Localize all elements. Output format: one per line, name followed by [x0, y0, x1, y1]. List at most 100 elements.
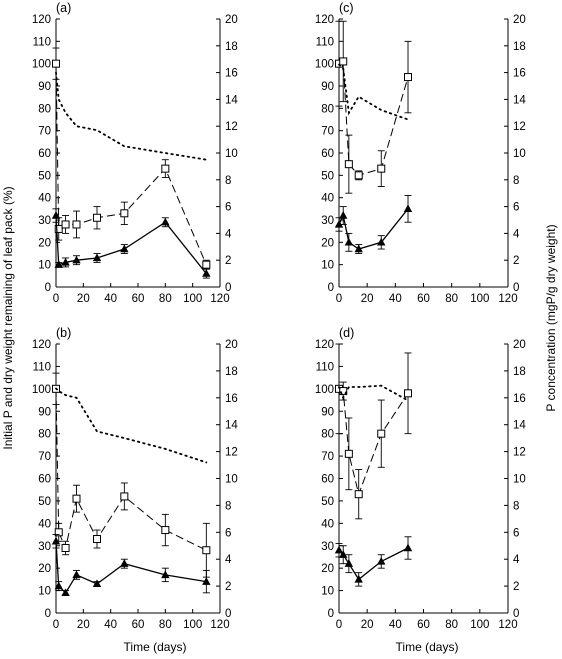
x-tick-label: 80 — [445, 293, 458, 305]
data-point-square — [52, 59, 60, 68]
y-left-tick-label: 50 — [321, 170, 334, 182]
y-left-tick-label: 40 — [38, 518, 51, 530]
y-right-tick-label: 0 — [225, 608, 231, 620]
data-point-triangle — [377, 237, 386, 246]
data-point-square — [54, 224, 63, 233]
data-point-square — [202, 546, 211, 555]
y-left-tick-label: 110 — [33, 36, 51, 48]
data-point-square — [72, 220, 81, 229]
data-point-triangle — [354, 574, 363, 583]
data-point-triangle — [120, 244, 129, 253]
data-point-square — [161, 526, 170, 535]
x-tick-label: 80 — [159, 293, 172, 305]
data-point-triangle — [61, 588, 70, 597]
y-left-tick-label: 80 — [38, 429, 51, 441]
y-right-tick-label: 18 — [513, 41, 526, 53]
data-point-triangle — [92, 253, 102, 262]
data-point-triangle — [354, 244, 363, 253]
x-tick-label: 40 — [389, 619, 402, 631]
data-point-triangle — [51, 536, 61, 545]
data-point-square — [61, 543, 70, 552]
y-right-tick-label: 16 — [513, 393, 526, 405]
panel-label: (b) — [56, 326, 71, 340]
x-tick-label: 120 — [498, 619, 517, 631]
data-point-square — [72, 494, 81, 503]
y-right-tick-label: 4 — [513, 554, 520, 566]
x-tick-label: 20 — [77, 619, 90, 631]
data-point-square — [354, 490, 363, 499]
y-left-tick-label: 40 — [321, 518, 334, 530]
data-point-triangle — [334, 545, 344, 554]
data-point-square — [202, 260, 211, 269]
data-point-triangle — [403, 204, 413, 213]
data-point-triangle — [344, 237, 354, 246]
x-tick-label: 100 — [183, 293, 202, 305]
y-left-tick-label: 100 — [32, 384, 51, 396]
series-line-dashed — [55, 388, 207, 551]
x-tick-label: 0 — [53, 619, 59, 631]
y-right-tick-label: 14 — [513, 420, 526, 432]
y-left-tick-label: 80 — [321, 429, 334, 441]
x-tick-label: 120 — [210, 619, 229, 631]
data-point-square — [404, 389, 413, 398]
data-point-triangle — [54, 260, 63, 268]
y-left-tick-label: 110 — [316, 36, 334, 48]
series-line-dashed — [55, 63, 207, 265]
y-axis-title-left: Initial P and dry weight remaining of le… — [1, 186, 15, 449]
y-left-tick-label: 10 — [321, 260, 334, 272]
data-point-triangle — [334, 219, 344, 228]
panel-label: (d) — [339, 326, 354, 340]
y-left-tick-label: 50 — [38, 496, 51, 508]
x-tick-label: 80 — [159, 619, 172, 631]
y-left-tick-label: 0 — [45, 282, 51, 294]
chart-panel: 0 20 40 60 80 100 1200102030405060708090100110… — [315, 326, 527, 631]
y-right-tick-label: 12 — [513, 447, 526, 459]
data-point-square — [93, 535, 101, 544]
y-left-tick-label: 70 — [38, 451, 51, 463]
y-left-tick-label: 50 — [321, 496, 334, 508]
chart-panel: 0 20 40 60 80 100 1200102030405060708090100110… — [32, 326, 239, 631]
y-right-tick-label: 10 — [225, 148, 238, 160]
panel-label: (c) — [339, 1, 354, 15]
y-left-tick-label: 70 — [321, 126, 334, 138]
x-axis-title-right: Time (days) — [396, 640, 459, 654]
x-axis-title-left: Time (days) — [124, 640, 187, 654]
y-right-tick-label: 12 — [225, 447, 238, 459]
y-right-tick-label: 0 — [225, 282, 231, 294]
x-tick-label: 80 — [445, 619, 458, 631]
y-left-tick-label: 20 — [38, 237, 51, 249]
data-point-square — [61, 220, 70, 229]
y-left-tick-label: 0 — [328, 608, 334, 620]
y-left-tick-label: 100 — [315, 384, 334, 396]
data-point-square — [120, 209, 129, 218]
y-right-tick-label: 2 — [225, 581, 231, 593]
data-point-square — [354, 171, 363, 180]
y-right-tick-label: 20 — [225, 339, 238, 351]
data-point-triangle — [202, 577, 211, 585]
x-tick-label: 60 — [132, 293, 145, 305]
x-tick-label: 20 — [361, 619, 374, 631]
y-right-tick-label: 2 — [513, 255, 519, 267]
y-right-tick-label: 18 — [225, 366, 238, 378]
chart-panel: 0 20 40 60 80 100 1200102030405060708090100110… — [315, 1, 527, 305]
series-line-dotted — [338, 384, 409, 402]
y-left-tick-label: 60 — [321, 148, 334, 160]
data-point-square — [377, 164, 386, 173]
y-right-tick-label: 6 — [513, 202, 519, 214]
y-left-tick-label: 10 — [38, 586, 51, 598]
y-right-tick-label: 20 — [225, 14, 238, 26]
y-left-tick-label: 90 — [38, 406, 51, 418]
y-left-tick-label: 50 — [38, 170, 51, 182]
series-line-dashed — [338, 388, 409, 496]
x-tick-label: 120 — [210, 293, 229, 305]
x-tick-label: 40 — [104, 619, 117, 631]
panels: 0 20 40 60 80 100 1200102030405060708090100110… — [32, 1, 527, 631]
data-point-triangle — [61, 257, 70, 266]
y-right-tick-label: 2 — [513, 581, 519, 593]
data-point-triangle — [161, 217, 170, 226]
y-left-tick-label: 120 — [315, 14, 334, 26]
y-left-tick-label: 20 — [321, 237, 334, 249]
y-right-tick-label: 4 — [225, 228, 232, 240]
x-tick-label: 60 — [417, 293, 430, 305]
y-left-tick-label: 100 — [32, 59, 51, 71]
